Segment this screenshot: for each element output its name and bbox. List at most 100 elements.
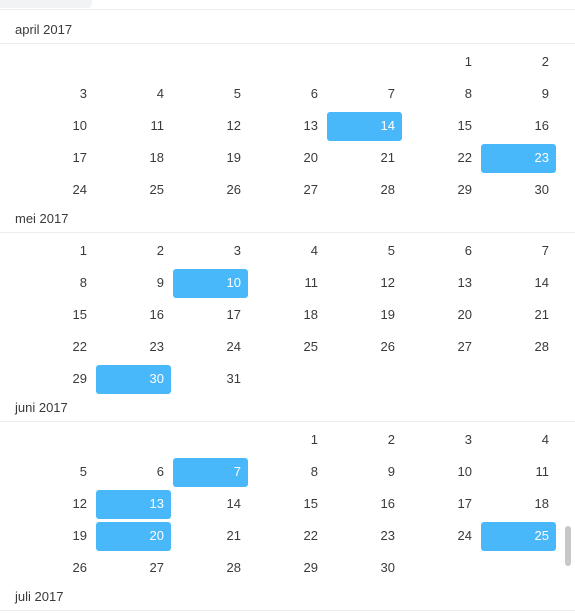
month-header: april 2017 bbox=[15, 22, 73, 37]
calendar-day[interactable]: 28 bbox=[534, 339, 549, 354]
calendar-day[interactable]: 31 bbox=[226, 371, 241, 386]
calendar-day[interactable]: 5 bbox=[79, 464, 87, 479]
calendar-day[interactable]: 20 bbox=[457, 307, 472, 322]
calendar-day[interactable]: 24 bbox=[457, 528, 472, 543]
calendar-day[interactable]: 14 bbox=[534, 275, 549, 290]
calendar-day[interactable]: 5 bbox=[387, 243, 395, 258]
calendar-day[interactable]: 15 bbox=[303, 496, 318, 511]
selected-day-highlight bbox=[96, 365, 171, 394]
calendar-day-selected[interactable]: 20 bbox=[149, 528, 164, 543]
calendar-day[interactable]: 1 bbox=[79, 243, 87, 258]
calendar-day-selected[interactable]: 25 bbox=[534, 528, 549, 543]
calendar-day[interactable]: 22 bbox=[303, 528, 318, 543]
calendar-day[interactable]: 8 bbox=[310, 464, 318, 479]
calendar-day[interactable]: 16 bbox=[380, 496, 395, 511]
calendar-day[interactable]: 30 bbox=[380, 560, 395, 575]
selected-day-highlight bbox=[96, 490, 171, 519]
calendar-day[interactable]: 21 bbox=[380, 150, 395, 165]
calendar-day[interactable]: 21 bbox=[226, 528, 241, 543]
calendar-day[interactable]: 15 bbox=[457, 118, 472, 133]
calendar-day[interactable]: 10 bbox=[72, 118, 87, 133]
calendar-day[interactable]: 2 bbox=[387, 432, 395, 447]
calendar-day[interactable]: 3 bbox=[464, 432, 472, 447]
calendar-day-selected[interactable]: 13 bbox=[149, 496, 164, 511]
calendar-day[interactable]: 3 bbox=[79, 86, 87, 101]
calendar-day[interactable]: 27 bbox=[303, 182, 318, 197]
calendar-day[interactable]: 16 bbox=[534, 118, 549, 133]
calendar-day[interactable]: 17 bbox=[226, 307, 241, 322]
calendar-day[interactable]: 9 bbox=[156, 275, 164, 290]
calendar-day[interactable]: 4 bbox=[156, 86, 164, 101]
calendar-day[interactable]: 16 bbox=[149, 307, 164, 322]
calendar-day[interactable]: 9 bbox=[541, 86, 549, 101]
calendar-day[interactable]: 30 bbox=[534, 182, 549, 197]
calendar-day[interactable]: 12 bbox=[226, 118, 241, 133]
calendar-day[interactable]: 18 bbox=[303, 307, 318, 322]
calendar-day[interactable]: 12 bbox=[380, 275, 395, 290]
calendar-day[interactable]: 8 bbox=[464, 86, 472, 101]
calendar-day[interactable]: 17 bbox=[72, 150, 87, 165]
calendar-day-selected[interactable]: 14 bbox=[380, 118, 395, 133]
calendar-day[interactable]: 26 bbox=[380, 339, 395, 354]
calendar-day[interactable]: 29 bbox=[72, 371, 87, 386]
calendar-day[interactable]: 27 bbox=[457, 339, 472, 354]
calendar-day[interactable]: 3 bbox=[233, 243, 241, 258]
calendar-day[interactable]: 22 bbox=[72, 339, 87, 354]
calendar-day[interactable]: 10 bbox=[457, 464, 472, 479]
calendar-day-selected[interactable]: 30 bbox=[149, 371, 164, 386]
calendar-day-selected[interactable]: 23 bbox=[534, 150, 549, 165]
calendar-day[interactable]: 11 bbox=[304, 275, 319, 290]
calendar-day[interactable]: 4 bbox=[310, 243, 318, 258]
calendar-day[interactable]: 2 bbox=[541, 54, 549, 69]
vertical-scrollbar[interactable] bbox=[565, 526, 571, 566]
calendar-day[interactable]: 25 bbox=[149, 182, 164, 197]
calendar-day-selected[interactable]: 7 bbox=[233, 464, 241, 479]
calendar-day[interactable]: 15 bbox=[72, 307, 87, 322]
calendar-day[interactable]: 29 bbox=[303, 560, 318, 575]
calendar-day[interactable]: 24 bbox=[226, 339, 241, 354]
calendar-day[interactable]: 6 bbox=[310, 86, 318, 101]
calendar-day[interactable]: 26 bbox=[226, 182, 241, 197]
calendar-day[interactable]: 23 bbox=[149, 339, 164, 354]
calendar-day[interactable]: 23 bbox=[380, 528, 395, 543]
calendar-day[interactable]: 14 bbox=[226, 496, 241, 511]
month-header: juli 2017 bbox=[15, 589, 64, 604]
calendar-day[interactable]: 1 bbox=[464, 54, 472, 69]
calendar-day[interactable]: 28 bbox=[380, 182, 395, 197]
calendar-day[interactable]: 27 bbox=[149, 560, 164, 575]
calendar-day[interactable]: 19 bbox=[226, 150, 241, 165]
calendar-day-selected[interactable]: 10 bbox=[226, 275, 241, 290]
calendar-day[interactable]: 20 bbox=[303, 150, 318, 165]
calendar-day[interactable]: 18 bbox=[149, 150, 164, 165]
calendar-day[interactable]: 8 bbox=[79, 275, 87, 290]
calendar-day[interactable]: 19 bbox=[72, 528, 87, 543]
calendar-day[interactable]: 7 bbox=[387, 86, 395, 101]
calendar-day[interactable]: 13 bbox=[457, 275, 472, 290]
calendar-day[interactable]: 24 bbox=[72, 182, 87, 197]
calendar-day[interactable]: 17 bbox=[457, 496, 472, 511]
calendar-day[interactable]: 22 bbox=[457, 150, 472, 165]
selected-day-highlight bbox=[481, 144, 556, 173]
calendar-day[interactable]: 19 bbox=[380, 307, 395, 322]
calendar-day[interactable]: 13 bbox=[303, 118, 318, 133]
calendar-day[interactable]: 4 bbox=[541, 432, 549, 447]
calendar-day[interactable]: 6 bbox=[464, 243, 472, 258]
month-divider bbox=[0, 9, 575, 10]
calendar-day[interactable]: 9 bbox=[387, 464, 395, 479]
calendar-day[interactable]: 1 bbox=[310, 432, 318, 447]
calendar-day[interactable]: 29 bbox=[457, 182, 472, 197]
calendar-day[interactable]: 7 bbox=[541, 243, 549, 258]
calendar-day[interactable]: 18 bbox=[534, 496, 549, 511]
selected-day-highlight bbox=[481, 522, 556, 551]
calendar-day[interactable]: 2 bbox=[156, 243, 164, 258]
calendar-day[interactable]: 5 bbox=[233, 86, 241, 101]
calendar-day[interactable]: 25 bbox=[303, 339, 318, 354]
calendar-day[interactable]: 28 bbox=[226, 560, 241, 575]
calendar-day[interactable]: 6 bbox=[156, 464, 164, 479]
calendar-day[interactable]: 11 bbox=[150, 118, 165, 133]
calendar-day[interactable]: 26 bbox=[72, 560, 87, 575]
calendar-day[interactable]: 21 bbox=[534, 307, 549, 322]
calendar-day[interactable]: 11 bbox=[535, 464, 550, 479]
calendar-day[interactable]: 12 bbox=[72, 496, 87, 511]
